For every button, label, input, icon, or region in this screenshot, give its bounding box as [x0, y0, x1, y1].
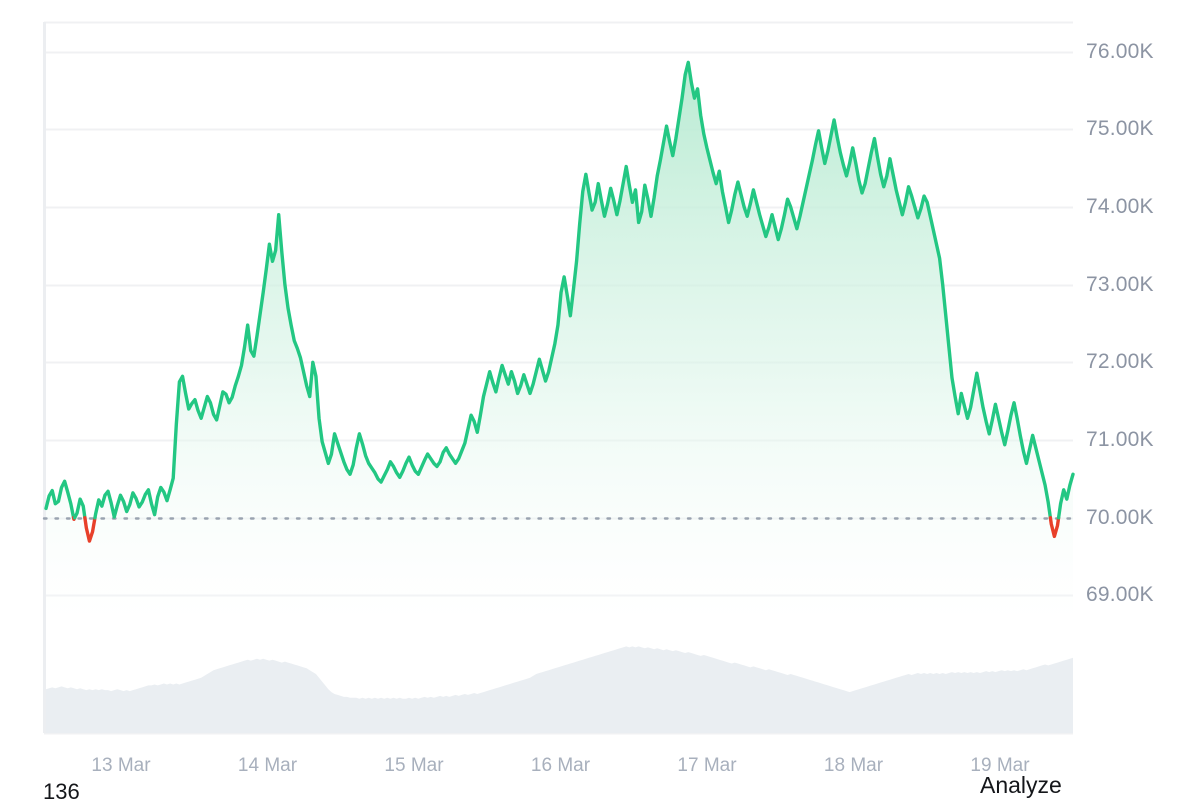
x-tick-label: 19 Mar	[970, 755, 1030, 776]
x-tick-label: 18 Mar	[823, 755, 884, 776]
chart-count-label: 136	[43, 779, 80, 804]
price-area-fill	[46, 62, 1073, 626]
y-tick-label: 71.00K	[1086, 428, 1154, 452]
y-tick-label: 75.00K	[1086, 117, 1154, 141]
x-tick-label: 14 Mar	[237, 755, 298, 776]
y-tick-label: 69.00K	[1086, 583, 1154, 607]
analyze-button[interactable]: Analyze	[980, 772, 1062, 798]
y-tick-label: 74.00K	[1086, 194, 1154, 218]
y-tick-label: 76.00K	[1086, 39, 1154, 63]
y-tick-label: 73.00K	[1086, 272, 1154, 296]
x-tick-label: 13 Mar	[91, 755, 151, 776]
volume-area	[46, 646, 1073, 733]
x-tick-label: 16 Mar	[530, 755, 591, 776]
x-tick-label: 17 Mar	[677, 755, 737, 776]
price-line	[44, 60, 1075, 543]
y-tick-label: 70.00K	[1086, 505, 1154, 529]
y-tick-label: 72.00K	[1086, 350, 1154, 374]
x-tick-label: 15 Mar	[384, 755, 444, 776]
